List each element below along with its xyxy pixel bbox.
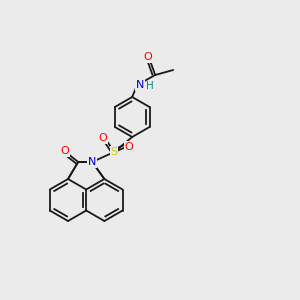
Text: H: H (146, 81, 154, 91)
Text: N: N (136, 80, 144, 90)
Text: S: S (111, 147, 118, 157)
Text: O: O (99, 133, 108, 143)
Text: N: N (88, 157, 96, 167)
Text: O: O (61, 146, 70, 156)
Text: O: O (125, 142, 134, 152)
Text: O: O (144, 52, 153, 62)
